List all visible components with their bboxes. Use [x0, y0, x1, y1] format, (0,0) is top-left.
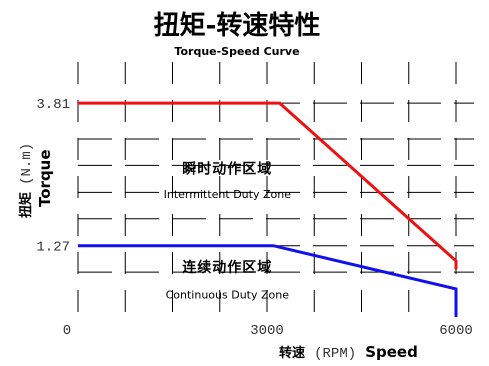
zone-label-en-2: Continuous Duty Zone	[166, 288, 290, 301]
y-tick-label: 1.27	[36, 240, 70, 256]
y-axis-label: 扭矩 (N.m) Torque	[15, 143, 54, 218]
zone-label-en-1: Intermittent Duty Zone	[164, 188, 292, 201]
svg-text:转速 (RPM) Speed: 转速 (RPM) Speed	[279, 342, 418, 361]
x-tick-label: 6000	[439, 323, 473, 339]
chart-subtitle: Torque-Speed Curve	[174, 45, 299, 58]
series-line-2	[78, 244, 458, 317]
y-axis-label-en: Torque	[36, 149, 54, 207]
x-axis-label-cn: 转速	[279, 345, 305, 361]
x-axis-label: 转速 (RPM) Speed	[279, 342, 418, 362]
series-line-1	[78, 101, 458, 270]
y-axis-label-unit: (N.m)	[19, 143, 35, 185]
zone-labels: 瞬时动作区域 Intermittent Duty Zone 连续动作区域 Contin…	[164, 160, 292, 301]
chart-title: 扭矩-转速特性	[154, 10, 321, 41]
svg-text:扭矩 (N.m): 扭矩 (N.m)	[15, 143, 35, 218]
x-axis-label-en: Speed	[365, 343, 418, 361]
tick-labels: 0 3000 6000 1.27 3.81	[36, 97, 472, 339]
data-series	[78, 101, 458, 317]
x-tick-label: 3000	[250, 323, 284, 339]
y-axis-label-cn: 扭矩	[18, 192, 34, 218]
y-tick-label: 3.81	[36, 97, 70, 113]
x-axis-label-unit: (RPM)	[314, 346, 356, 361]
x-tick-label: 0	[63, 323, 71, 339]
zone-label-cn-1: 瞬时动作区域	[182, 160, 272, 177]
zone-label-cn-2: 连续动作区域	[182, 259, 272, 276]
